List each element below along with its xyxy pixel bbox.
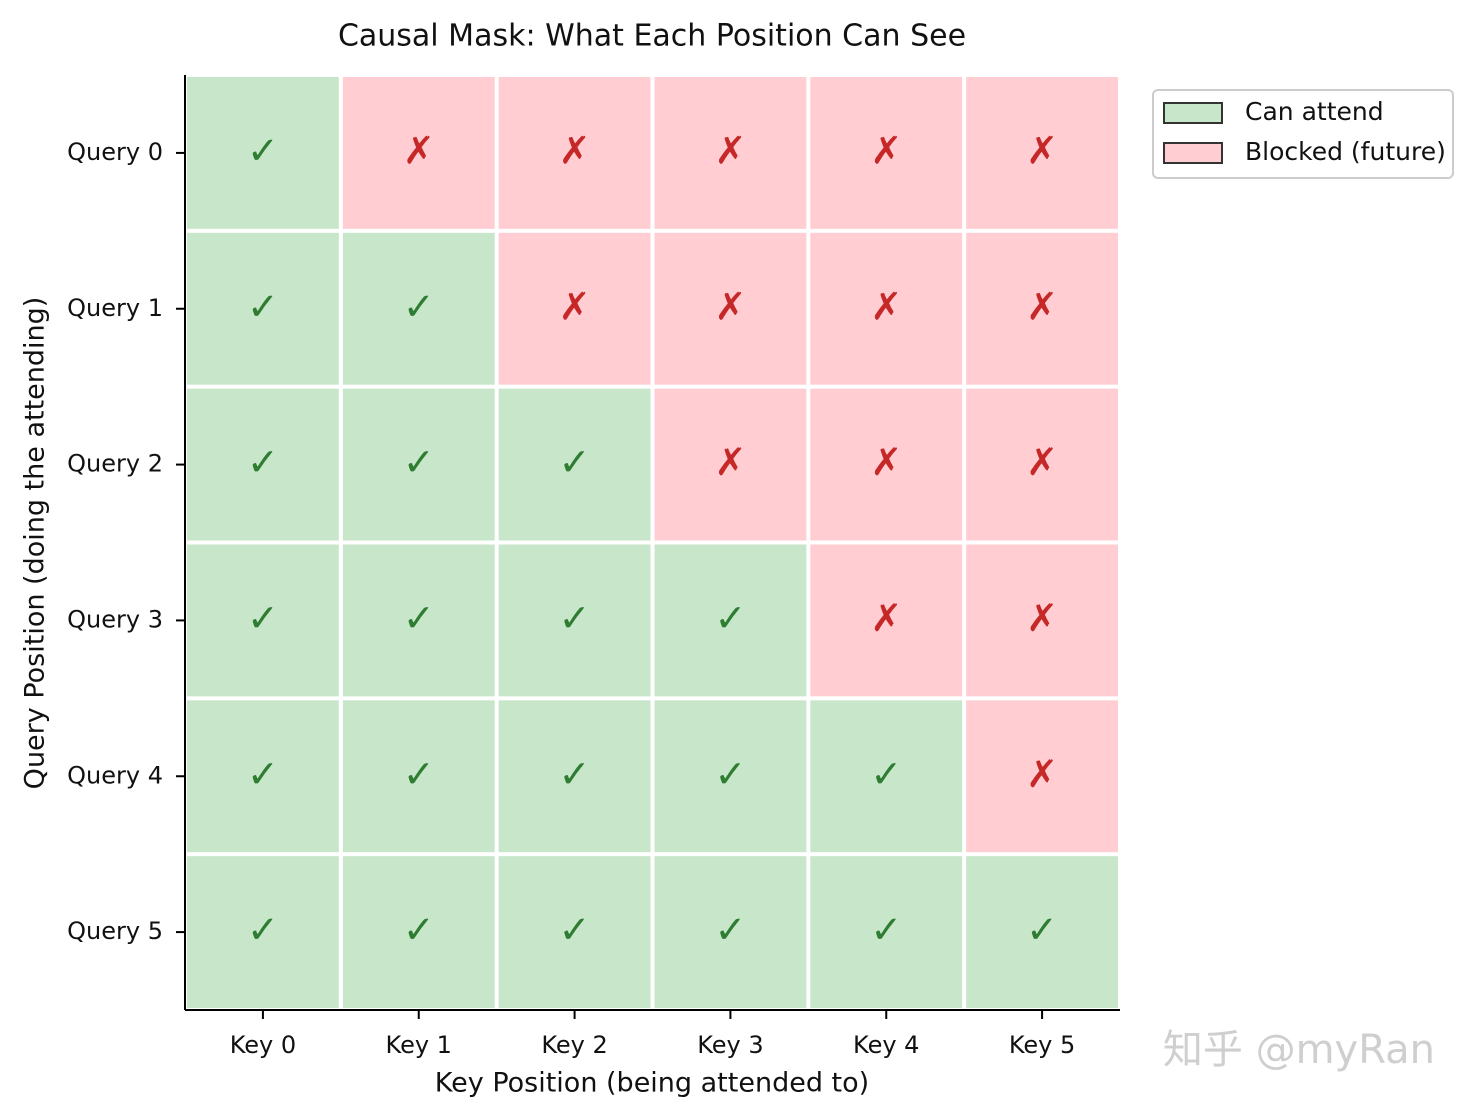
cell-label: ✓: [247, 908, 279, 952]
y-axis-label: Query Position (doing the attending): [20, 297, 51, 790]
x-axis-label: Key Position (being attended to): [435, 1068, 869, 1099]
cell: [498, 700, 651, 853]
cell-label: ✓: [403, 440, 435, 484]
cell-label: ✓: [714, 752, 746, 796]
cell: [498, 544, 651, 697]
y-tick-label: Query 3: [67, 605, 163, 633]
cell-label: ✓: [403, 908, 435, 952]
cell: [342, 544, 495, 697]
cell-label: ✓: [1026, 908, 1058, 952]
legend-swatch: [1163, 102, 1223, 124]
x-tick-label: Key 3: [697, 1031, 763, 1059]
cell-label: ✓: [247, 596, 279, 640]
cell-label: ✗: [1026, 596, 1058, 640]
cell-label: ✓: [247, 440, 279, 484]
cell: [810, 388, 963, 541]
y-tick-label: Query 2: [67, 450, 163, 478]
cell-label: ✗: [870, 440, 902, 484]
cell-label: ✗: [559, 284, 591, 328]
cell: [810, 544, 963, 697]
cell-label: ✗: [714, 284, 746, 328]
cell-label: ✗: [559, 128, 591, 172]
cell: [187, 700, 339, 853]
cell-label: ✓: [559, 908, 591, 952]
cell-label: ✗: [1026, 752, 1058, 796]
cell-label: ✗: [1026, 284, 1058, 328]
cell-label: ✓: [247, 128, 279, 172]
cell: [654, 77, 807, 229]
cell-label: ✓: [559, 440, 591, 484]
cell: [654, 388, 807, 541]
cell: [342, 77, 495, 229]
cell: [966, 232, 1118, 385]
cell-label: ✓: [559, 596, 591, 640]
y-tick-label: Query 5: [67, 917, 163, 945]
cell-label: ✗: [403, 128, 435, 172]
cell-label: ✓: [247, 284, 279, 328]
x-tick-label: Key 4: [853, 1031, 919, 1059]
cell: [654, 856, 807, 1008]
legend-swatch: [1163, 142, 1223, 164]
cell: [810, 77, 963, 229]
cell: [498, 232, 651, 385]
cell-label: ✗: [714, 128, 746, 172]
cell-label: ✓: [714, 908, 746, 952]
cell: [966, 856, 1118, 1008]
legend-label: Blocked (future): [1245, 137, 1446, 166]
cell: [498, 388, 651, 541]
cell-label: ✓: [870, 752, 902, 796]
cell-label: ✗: [870, 284, 902, 328]
cell-label: ✓: [870, 908, 902, 952]
cell: [342, 388, 495, 541]
watermark: 知乎 @myRan: [1163, 1027, 1435, 1073]
legend-label: Can attend: [1245, 97, 1384, 126]
cell-label: ✗: [714, 440, 746, 484]
cell-label: ✗: [870, 128, 902, 172]
x-tick-label: Key 1: [386, 1031, 452, 1059]
cell: [342, 232, 495, 385]
cell-label: ✓: [403, 284, 435, 328]
x-tick-label: Key 5: [1009, 1031, 1075, 1059]
y-tick-label: Query 4: [67, 761, 163, 789]
cell-label: ✗: [870, 596, 902, 640]
cell: [498, 856, 651, 1008]
y-tick-label: Query 1: [67, 294, 163, 322]
cell: [187, 77, 339, 229]
cell: [654, 232, 807, 385]
cell: [810, 700, 963, 853]
cell: [187, 232, 339, 385]
chart-title: Causal Mask: What Each Position Can See: [338, 19, 966, 54]
cell-label: ✓: [403, 752, 435, 796]
cell: [966, 388, 1118, 541]
cell-label: ✓: [559, 752, 591, 796]
cell-label: ✓: [403, 596, 435, 640]
x-tick-label: Key 0: [230, 1031, 296, 1059]
y-tick-label: Query 0: [67, 138, 163, 166]
cell: [654, 700, 807, 853]
cell-label: ✓: [247, 752, 279, 796]
x-tick-label: Key 2: [541, 1031, 607, 1059]
cell: [187, 856, 339, 1008]
legend-box: [1152, 89, 1454, 179]
cell-label: ✗: [1026, 128, 1058, 172]
cell: [966, 700, 1118, 853]
cell: [654, 544, 807, 697]
cell: [187, 388, 339, 541]
cell: [342, 856, 495, 1008]
cell-label: ✓: [714, 596, 746, 640]
cell: [498, 77, 651, 229]
cell: [966, 544, 1118, 697]
cell: [810, 232, 963, 385]
cell: [810, 856, 963, 1008]
cell: [966, 77, 1118, 229]
cell-label: ✗: [1026, 440, 1058, 484]
cell: [342, 700, 495, 853]
cell: [187, 544, 339, 697]
